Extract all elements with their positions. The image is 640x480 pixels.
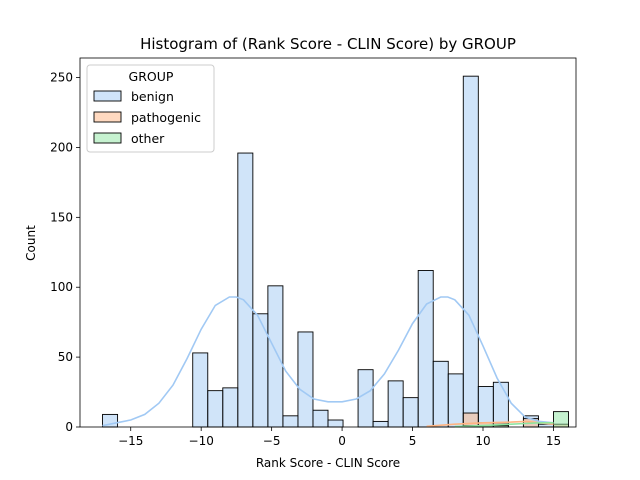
x-axis-label: Rank Score - CLIN Score [256,456,400,470]
bars-layer [102,75,569,428]
x-tick-label: −15 [118,434,143,448]
x-tick-label: 15 [546,434,561,448]
bar-benign [237,152,254,428]
x-tick-label: 0 [338,434,346,448]
y-tick-label: 200 [50,140,73,154]
bar-benign [477,386,494,428]
legend-swatch-other [93,132,122,144]
bar-benign [357,369,374,428]
bar-pathogenic [462,412,479,428]
legend-title: GROUP [129,69,174,84]
kde-line-benign [102,296,554,427]
x-tick-label: 10 [475,434,490,448]
bar-benign [447,373,464,428]
bar-benign [312,409,329,428]
legend: GROUP benign pathogenic other [86,64,215,153]
x-tick-label: 5 [409,434,417,448]
x-tick-label: −5 [263,434,281,448]
legend-box [86,64,215,153]
x-tick-label: −10 [189,434,214,448]
bar-benign [492,381,509,428]
y-axis-ticks: 0 50 100 150 200 250 [50,71,80,434]
bar-benign [432,360,449,428]
bar-benign [282,415,299,428]
y-tick-label: 250 [50,71,73,85]
chart-title: Histogram of (Rank Score - CLIN Score) b… [140,35,516,53]
bar-benign [417,270,434,428]
y-tick-label: 50 [58,350,73,364]
x-axis-ticks: −15 −10 −5 0 5 10 15 [118,427,561,448]
bar-benign [402,397,419,428]
bar-benign [207,390,224,428]
bar-benign [372,420,389,428]
bar-benign [297,331,314,428]
y-tick-label: 0 [65,420,73,434]
bar-benign [462,75,479,428]
bar-benign [267,285,284,428]
bar-benign [222,387,239,428]
y-axis-label: Count [24,225,38,261]
legend-label-other: other [131,131,165,146]
bar-benign [387,380,404,428]
legend-label-pathogenic: pathogenic [131,110,201,125]
bar-benign [192,352,209,428]
bar-other [553,411,569,428]
plot-frame [79,57,577,428]
kde-layer [102,296,554,428]
legend-label-benign: benign [131,89,174,104]
bar-benign [327,419,344,428]
legend-swatch-pathogenic [93,111,122,123]
legend-swatch-benign [93,90,122,102]
y-tick-label: 100 [50,280,73,294]
kde-line-other [454,421,554,428]
y-tick-label: 150 [50,210,73,224]
